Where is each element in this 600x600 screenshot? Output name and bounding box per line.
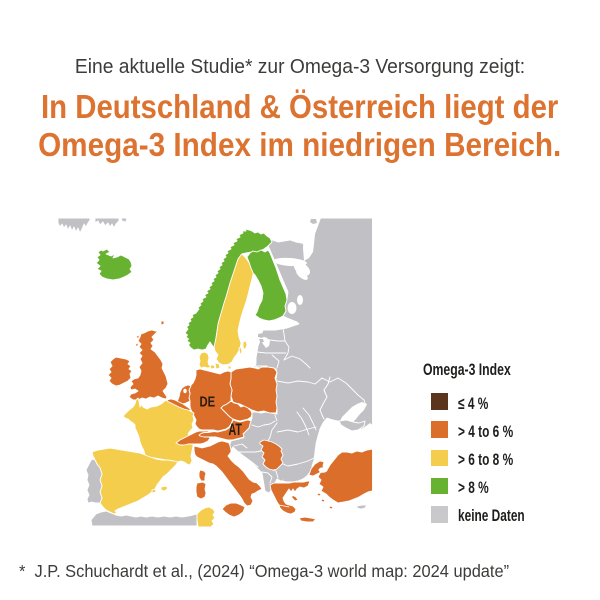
svg-text:DE: DE bbox=[200, 393, 216, 410]
svg-text:AT: AT bbox=[229, 421, 243, 440]
